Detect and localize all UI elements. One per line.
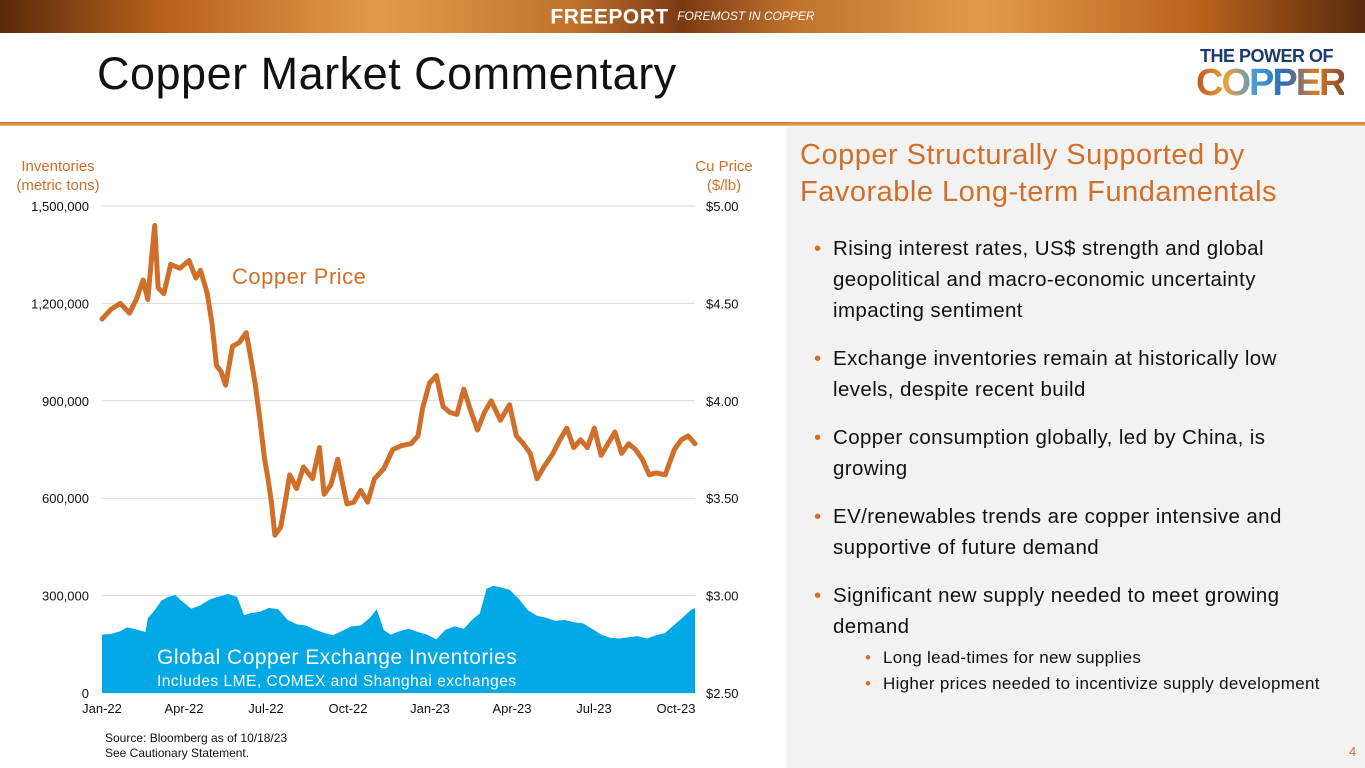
- page-title: Copper Market Commentary: [97, 48, 677, 99]
- left-axis-label-line1: Inventories: [21, 158, 94, 175]
- inventory-area: [102, 585, 695, 693]
- left-tick-label: 1,500,000: [31, 199, 89, 214]
- bullet-item: Exchange inventories remain at historica…: [814, 343, 1334, 405]
- brand-tagline: FOREMOST IN COPPER: [677, 9, 815, 24]
- sub-bullet-item: Higher prices needed to incentivize supp…: [865, 674, 1334, 694]
- x-tick-label: Jul-22: [248, 701, 283, 716]
- logo-line-2: COPPER: [1196, 62, 1346, 104]
- x-tick-label: Jan-22: [82, 701, 122, 716]
- source-line: Source: Bloomberg as of 10/18/23: [105, 731, 288, 745]
- source-note: Source: Bloomberg as of 10/18/23 See Cau…: [105, 731, 287, 761]
- price-series-label: Copper Price: [232, 264, 366, 289]
- left-tick-label: 0: [82, 686, 89, 701]
- cautionary-line: See Cautionary Statement.: [105, 746, 250, 760]
- inventory-series: [102, 585, 695, 693]
- right-axis-label-line2: ($/lb): [707, 177, 741, 194]
- left-axis-label-line2: (metric tons): [16, 177, 99, 194]
- power-of-copper-logo: THE POWER OF COPPER: [1196, 46, 1354, 108]
- sub-bullet-list: Long lead-times for new supplies Higher …: [833, 648, 1334, 694]
- right-tick-label: $3.00: [706, 589, 739, 604]
- copper-chart: 1,500,000 $5.00 1,200,000 $4.50 900,000 $4.00…: [16, 158, 753, 716]
- inventory-series-label: Global Copper Exchange Inventories: [157, 646, 517, 669]
- top-banner: [0, 0, 1365, 33]
- brand-name: FREEPORT: [550, 5, 669, 29]
- right-tick-label: $2.50: [706, 686, 739, 701]
- bullet-item: EV/renewables trends are copper intensiv…: [814, 501, 1334, 563]
- right-tick-label: $4.00: [706, 394, 739, 409]
- chart-axes: 1,500,000 $5.00 1,200,000 $4.50 900,000 $4.00…: [31, 199, 738, 716]
- right-tick-label: $4.50: [706, 296, 739, 311]
- x-tick-label: Oct-22: [328, 701, 367, 716]
- left-tick-label: 1,200,000: [31, 296, 89, 311]
- x-tick-label: Jul-23: [576, 701, 611, 716]
- bullet-item: Significant new supply needed to meet gr…: [814, 580, 1334, 694]
- inventory-series-note: Includes LME, COMEX and Shanghai exchang…: [157, 673, 517, 690]
- left-tick-label: 600,000: [42, 491, 89, 506]
- price-series: [99, 223, 698, 538]
- freeport-brand: FREEPORT FOREMOST IN COPPER: [0, 0, 1365, 33]
- right-tick-label: $5.00: [706, 199, 739, 214]
- header-divider: [0, 122, 1365, 126]
- x-tick-label: Jan-23: [410, 701, 450, 716]
- left-tick-label: 900,000: [42, 394, 89, 409]
- bullet-item: Copper consumption globally, led by Chin…: [814, 422, 1334, 484]
- right-tick-label: $3.50: [706, 491, 739, 506]
- x-tick-label: Oct-23: [656, 701, 695, 716]
- right-axis-label-line1: Cu Price: [695, 158, 753, 175]
- bullet-text: Significant new supply needed to meet gr…: [833, 584, 1280, 638]
- price-line: [99, 223, 698, 538]
- sub-bullet-item: Long lead-times for new supplies: [865, 648, 1334, 668]
- bullet-list: Rising interest rates, US$ strength and …: [814, 233, 1334, 711]
- x-tick-label: Apr-23: [492, 701, 531, 716]
- bullet-item: Rising interest rates, US$ strength and …: [814, 233, 1334, 326]
- panel-heading: Copper Structurally Supported by Favorab…: [800, 139, 1278, 208]
- page-number: 4: [1349, 744, 1357, 759]
- logo-line-1: THE POWER OF: [1200, 46, 1334, 66]
- left-tick-label: 300,000: [42, 589, 89, 604]
- x-tick-label: Apr-22: [164, 701, 203, 716]
